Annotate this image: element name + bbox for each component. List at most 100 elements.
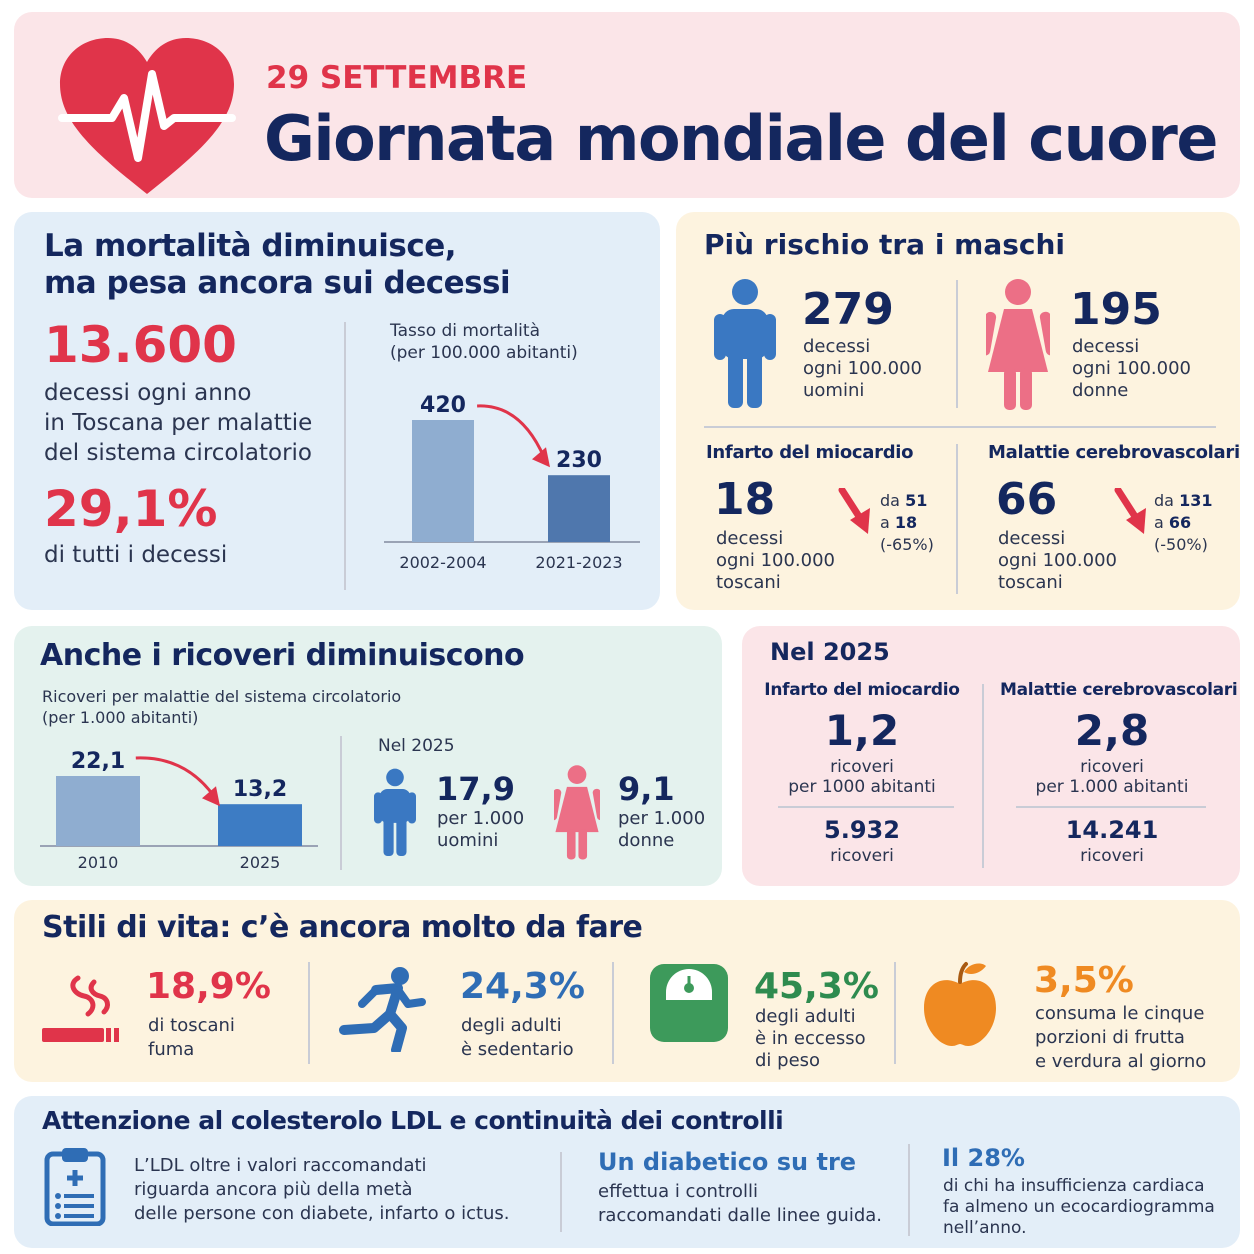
- mortality-heading-line2: ma pesa ancora sui decessi: [44, 265, 511, 302]
- men-label-line3: uomini: [803, 380, 865, 401]
- ldl-line3: delle persone con diabete, infarto o ict…: [134, 1203, 510, 1224]
- chart-value-label: 22,1: [71, 749, 125, 774]
- year-2025-cerebro-total-label: ricoveri: [1080, 846, 1144, 866]
- year-2025-cerebro-total: 14.241: [1065, 816, 1159, 844]
- chart-category-label: 2002-2004: [399, 553, 486, 572]
- smoke-value: 18,9%: [146, 966, 271, 1007]
- cholesterol-heading: Attenzione al colesterolo LDL e continui…: [42, 1106, 784, 1135]
- year-2025-infarto-separator: [778, 806, 954, 808]
- admissions-women-line2: donne: [618, 830, 675, 851]
- weight-value: 45,3%: [754, 966, 879, 1007]
- cholesterol-divider-2: [908, 1144, 910, 1236]
- infarto-label-line1: decessi: [716, 528, 784, 549]
- women-deaths-label: decessi ogni 100.000 donne: [1072, 336, 1191, 402]
- mortality-divider: [344, 322, 346, 590]
- year-2025-infarto-total: 5.932: [824, 816, 900, 844]
- down-arrow-icon: [838, 488, 870, 534]
- apple-icon: [924, 962, 996, 1046]
- women-label-line2: ogni 100.000: [1072, 358, 1192, 379]
- heart-failure-title: Il 28%: [942, 1144, 1025, 1172]
- running-icon: [339, 967, 426, 1052]
- heart-failure-line1: di chi ha insufficienza cardiaca: [943, 1176, 1205, 1196]
- mortality-heading: La mortalità diminuisce, ma pesa ancora …: [44, 228, 511, 302]
- ldl-line2: riguarda ancora più della metà: [134, 1179, 413, 1200]
- smoke-line2: fuma: [148, 1039, 195, 1060]
- mortality-heading-line1: La mortalità diminuisce,: [44, 228, 457, 264]
- cerebro-label-line3: toscani: [998, 572, 1063, 593]
- heart-pulse-icon: [58, 38, 236, 194]
- admissions-year-label: Nel 2025: [378, 736, 455, 756]
- heart-failure-line2: fa almeno un ecocardiogramma: [943, 1197, 1215, 1217]
- year-2025-infarto-total-label: ricoveri: [830, 846, 894, 866]
- admissions-chart-title: Ricoveri per malattie del sistema circol…: [42, 686, 401, 728]
- men-label-line2: ogni 100.000: [803, 358, 923, 379]
- cerebro-to-value: 66: [1168, 513, 1192, 532]
- infarto-change: (-65%): [880, 535, 934, 554]
- women-deaths-value: 195: [1070, 284, 1162, 335]
- heart-failure-line3: nell’anno.: [943, 1218, 1027, 1238]
- smoke-line1: di toscani: [148, 1015, 235, 1036]
- year-2025-infarto-title: Infarto del miocardio: [764, 680, 960, 700]
- chart-bar-2021-2023: [548, 475, 610, 542]
- chart-bar-2025: [218, 804, 302, 846]
- chart-bar-2002-2004: [412, 420, 474, 542]
- scale-icon: [650, 964, 728, 1042]
- fruit-line2: porzioni di frutta: [1035, 1027, 1185, 1048]
- admissions-women-label: per 1.000 donne: [618, 808, 705, 852]
- year-2025-cerebro-line2: per 1.000 abitanti: [1035, 777, 1189, 797]
- admissions-divider: [340, 736, 342, 870]
- infarto-to-value: 18: [894, 513, 918, 532]
- smoke-label: di toscani fuma: [148, 1014, 235, 1062]
- infarto-deaths-label: decessi ogni 100.000 toscani: [716, 528, 835, 594]
- cerebro-change: (-50%): [1154, 535, 1208, 554]
- diabetic-line2: raccomandati dalle linee guida.: [598, 1205, 882, 1226]
- deaths-line1: decessi ogni anno: [44, 380, 252, 406]
- year-2025-divider: [982, 684, 984, 868]
- weight-line1: degli adulti: [755, 1006, 856, 1027]
- cholesterol-divider-1: [560, 1152, 562, 1232]
- cholesterol-panel: Attenzione al colesterolo LDL e continui…: [14, 1096, 1240, 1248]
- admissions-women-value: 9,1: [618, 770, 675, 808]
- women-label-line1: decessi: [1072, 336, 1140, 357]
- diabetic-line1: effettua i controlli: [598, 1181, 758, 1202]
- fruit-line3: e verdura al giorno: [1035, 1051, 1207, 1072]
- infarto-deaths-value: 18: [714, 474, 776, 525]
- clipboard-icon: [44, 1148, 106, 1226]
- admissions-men-line1: per 1.000: [437, 808, 525, 829]
- men-deaths-label: decessi ogni 100.000 uomini: [803, 336, 922, 402]
- admissions-panel: Anche i ricoveri diminuiscono Ricoveri p…: [14, 626, 722, 886]
- infarto-deaths-title: Infarto del miocardio: [706, 442, 914, 463]
- lifestyle-divider-1: [308, 962, 310, 1064]
- mortality-chart-title-line1: Tasso di mortalità: [390, 321, 540, 341]
- cerebro-label-line2: ogni 100.000: [998, 550, 1118, 571]
- year-2025-infarto-line1: ricoveri: [830, 757, 894, 777]
- males-risk-heading: Più rischio tra i maschi: [704, 228, 1066, 261]
- admissions-heading: Anche i ricoveri diminuiscono: [40, 638, 525, 673]
- males-risk-panel: Più rischio tra i maschi 279 decessi ogn…: [676, 212, 1240, 610]
- infarto-to-prefix: a: [880, 513, 890, 532]
- admissions-women-line1: per 1.000: [618, 808, 706, 829]
- fruit-label: consuma le cinque porzioni di frutta e v…: [1035, 1002, 1206, 1074]
- lifestyle-panel: Stili di vita: c’è ancora molto da fare …: [14, 900, 1240, 1082]
- men-label-line1: decessi: [803, 336, 871, 357]
- year-2025-cerebro-totals: 14.241 ricoveri: [1000, 816, 1224, 866]
- cerebro-trend: da 131 a 66 (-50%): [1154, 490, 1212, 556]
- cerebro-deaths-value: 66: [996, 474, 1058, 525]
- mortality-panel: La mortalità diminuisce, ma pesa ancora …: [14, 212, 660, 610]
- year-2025-cerebro-value: 2,8: [1074, 706, 1150, 755]
- chart-trend-arrow: [477, 404, 546, 458]
- cerebro-deaths-title: Malattie cerebrovascolari: [988, 442, 1240, 463]
- lifestyle-heading: Stili di vita: c’è ancora molto da fare: [42, 910, 643, 945]
- disease-divider: [956, 444, 958, 594]
- admissions-men-line2: uomini: [437, 830, 499, 851]
- down-arrow-icon: [1114, 488, 1146, 534]
- chart-trend-arrowhead: [532, 447, 550, 468]
- cerebro-to-prefix: a: [1154, 513, 1164, 532]
- infarto-label-line3: toscani: [716, 572, 781, 593]
- admissions-men-value: 17,9: [436, 770, 515, 808]
- deaths-line3: del sistema circolatorio: [44, 440, 312, 466]
- woman-icon: [554, 765, 600, 860]
- infarto-label-line2: ogni 100.000: [716, 550, 836, 571]
- chart-category-label: 2025: [240, 853, 281, 872]
- weight-line3: di peso: [755, 1050, 821, 1071]
